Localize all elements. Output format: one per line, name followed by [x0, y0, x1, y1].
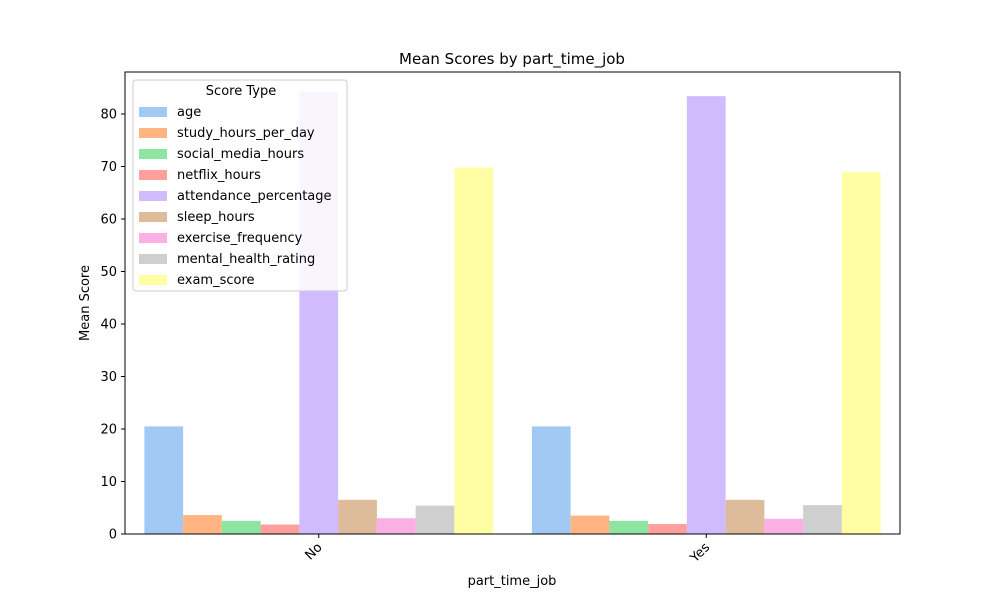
axes-frame: [124, 71, 901, 535]
legend-swatch-mental_health_rating: [139, 254, 167, 264]
bar-exam_score-Yes: [841, 172, 881, 534]
bar-mental_health_rating-No: [415, 505, 455, 534]
legend-label-attendance_percentage: attendance_percentage: [177, 189, 332, 204]
bar-social_media_hours-No: [221, 520, 261, 534]
bar-sleep_hours-No: [338, 499, 377, 534]
y-tick-label: 10: [100, 475, 117, 490]
legend-swatch-exam_score: [139, 275, 167, 285]
legend-swatch-age: [139, 107, 167, 117]
y-tick-label: 60: [100, 213, 117, 228]
legend-label-social_media_hours: social_media_hours: [177, 147, 304, 162]
bar-sleep_hours-Yes: [725, 499, 765, 534]
y-tick-label: 20: [100, 423, 117, 438]
legend-box: [132, 79, 348, 292]
legend-swatch-attendance_percentage: [139, 191, 167, 201]
legend-swatch-study_hours_per_day: [139, 128, 167, 138]
legend-label-exercise_frequency: exercise_frequency: [177, 231, 303, 246]
bar-exercise_frequency-Yes: [764, 518, 804, 534]
bar-netflix_hours-No: [260, 524, 300, 534]
chart-title: Mean Scores by part_time_job: [399, 50, 625, 69]
legend-title: Score Type: [206, 84, 276, 99]
x-axis-label: part_time_job: [468, 574, 557, 589]
legend-swatch-netflix_hours: [139, 170, 167, 180]
legend-label-netflix_hours: netflix_hours: [177, 168, 261, 183]
y-tick-label: 30: [100, 370, 117, 385]
legend-label-age: age: [177, 105, 201, 120]
legend-swatch-social_media_hours: [139, 149, 167, 159]
y-tick-label: 50: [100, 265, 117, 280]
legend-label-exam_score: exam_score: [177, 273, 255, 288]
y-axis-label: Mean Score: [78, 265, 93, 341]
bar-age-Yes: [531, 426, 571, 534]
y-tick-label: 80: [100, 108, 117, 123]
legend-swatch-sleep_hours: [139, 212, 167, 222]
bar-study_hours_per_day-Yes: [570, 515, 610, 534]
bar-mental_health_rating-Yes: [803, 505, 842, 534]
legend: Score Type age study_hours_per_day social_m…: [132, 79, 348, 292]
bar-study_hours_per_day-No: [183, 515, 222, 534]
bar-netflix_hours-Yes: [648, 524, 687, 534]
y-tick-label: 70: [100, 160, 117, 175]
legend-label-sleep_hours: sleep_hours: [177, 210, 255, 225]
legend-label-study_hours_per_day: study_hours_per_day: [177, 126, 315, 141]
bar-exercise_frequency-No: [376, 518, 416, 534]
y-tick-label: 0: [109, 528, 117, 543]
legend-label-mental_health_rating: mental_health_rating: [177, 252, 315, 267]
y-tick-label: 40: [100, 318, 117, 333]
bar-age-No: [144, 426, 184, 534]
bar-exam_score-No: [454, 167, 494, 535]
bar-attendance_percentage-Yes: [686, 96, 726, 535]
legend-swatch-exercise_frequency: [139, 233, 167, 243]
bar-social_media_hours-Yes: [609, 520, 649, 534]
